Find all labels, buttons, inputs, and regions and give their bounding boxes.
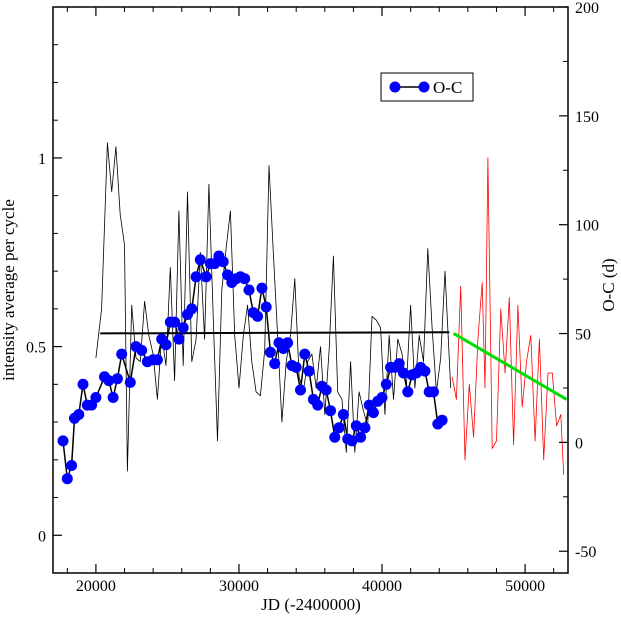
recent-intensity-line (451, 157, 565, 475)
x-tick-label: 20000 (76, 578, 116, 595)
oc-point (173, 333, 185, 345)
y-right-tick-label: 100 (575, 218, 599, 235)
y-left-tick-label: 1 (38, 151, 46, 168)
oc-point (393, 358, 405, 370)
oc-point (269, 358, 281, 370)
oc-point (367, 407, 379, 419)
oc-point (90, 392, 102, 403)
mean-line (100, 331, 450, 335)
oc-point (380, 378, 392, 390)
oc-point (200, 271, 212, 283)
oc-point (111, 373, 123, 385)
oc-point (320, 384, 332, 396)
oc-point (282, 337, 294, 349)
legend-marker (389, 81, 401, 93)
y-axis-left-title: intensity average per cycle (0, 199, 18, 381)
y-right-tick-label: 150 (575, 109, 599, 126)
y-right-tick-label: -50 (575, 544, 596, 561)
oc-point (359, 422, 371, 434)
x-tick-label: 50000 (505, 578, 545, 595)
series-layer (57, 142, 568, 485)
y-axis-right-title: O-C (d) (599, 258, 618, 311)
oc-point (243, 284, 255, 296)
oc-point (436, 414, 448, 426)
oc-point (116, 348, 128, 360)
y-right-tick-label: 200 (575, 0, 599, 17)
legend: O-C (380, 72, 474, 102)
legend-label: O-C (433, 78, 462, 97)
oc-point (151, 354, 163, 366)
oc-point (103, 375, 115, 387)
oc-point (350, 420, 362, 432)
fit-line (452, 332, 568, 401)
oc-point (295, 384, 306, 396)
x-tick-label: 30000 (219, 578, 259, 595)
oc-point (355, 431, 367, 443)
oc-point (303, 365, 315, 377)
oc-point (217, 256, 229, 268)
oc-point (337, 409, 349, 420)
y-left-tick-label: 0.5 (26, 340, 46, 357)
oc-point (169, 316, 181, 328)
oc-point (312, 399, 324, 411)
oc-point (77, 378, 89, 390)
oc-point (73, 409, 85, 420)
oc-point (239, 273, 251, 285)
oc-point (346, 435, 358, 447)
oc-point (66, 460, 78, 471)
x-axis-title: JD (-2400000) (261, 595, 361, 614)
oc-point (61, 473, 73, 485)
legend-marker (418, 81, 430, 93)
oc-point (333, 422, 345, 434)
oc-point (57, 435, 69, 447)
oc-point (177, 322, 189, 334)
oc-point (107, 392, 119, 403)
oc-point (325, 405, 336, 417)
oc-point (256, 282, 268, 294)
y-right-tick-label: 50 (575, 327, 591, 344)
oc-point (264, 346, 276, 358)
oc-point (402, 386, 414, 398)
oc-point (398, 367, 409, 379)
y-right-tick-label: 0 (575, 435, 583, 452)
x-tick-label: 40000 (362, 578, 402, 595)
oc-point (186, 303, 198, 315)
oc-point (160, 339, 172, 351)
y-left-tick-label: 0 (38, 528, 46, 545)
plot-frame (52, 6, 569, 574)
oc-point (419, 365, 431, 377)
oc-point (428, 386, 439, 398)
oc-point (329, 431, 341, 443)
oc-point (190, 271, 202, 283)
oc-point (124, 376, 136, 388)
oc-point (136, 344, 148, 356)
oc-point (194, 254, 206, 266)
oc-point (252, 310, 264, 322)
oc-point (260, 301, 272, 313)
oc-point (299, 348, 311, 360)
oc-point (376, 392, 388, 403)
axes-layer: 20000 30000 40000 50000 0 0.5 1 -50 0 50 100 150 200 (26, 0, 599, 595)
oc-point (290, 361, 302, 373)
intensity-line (95, 142, 452, 472)
